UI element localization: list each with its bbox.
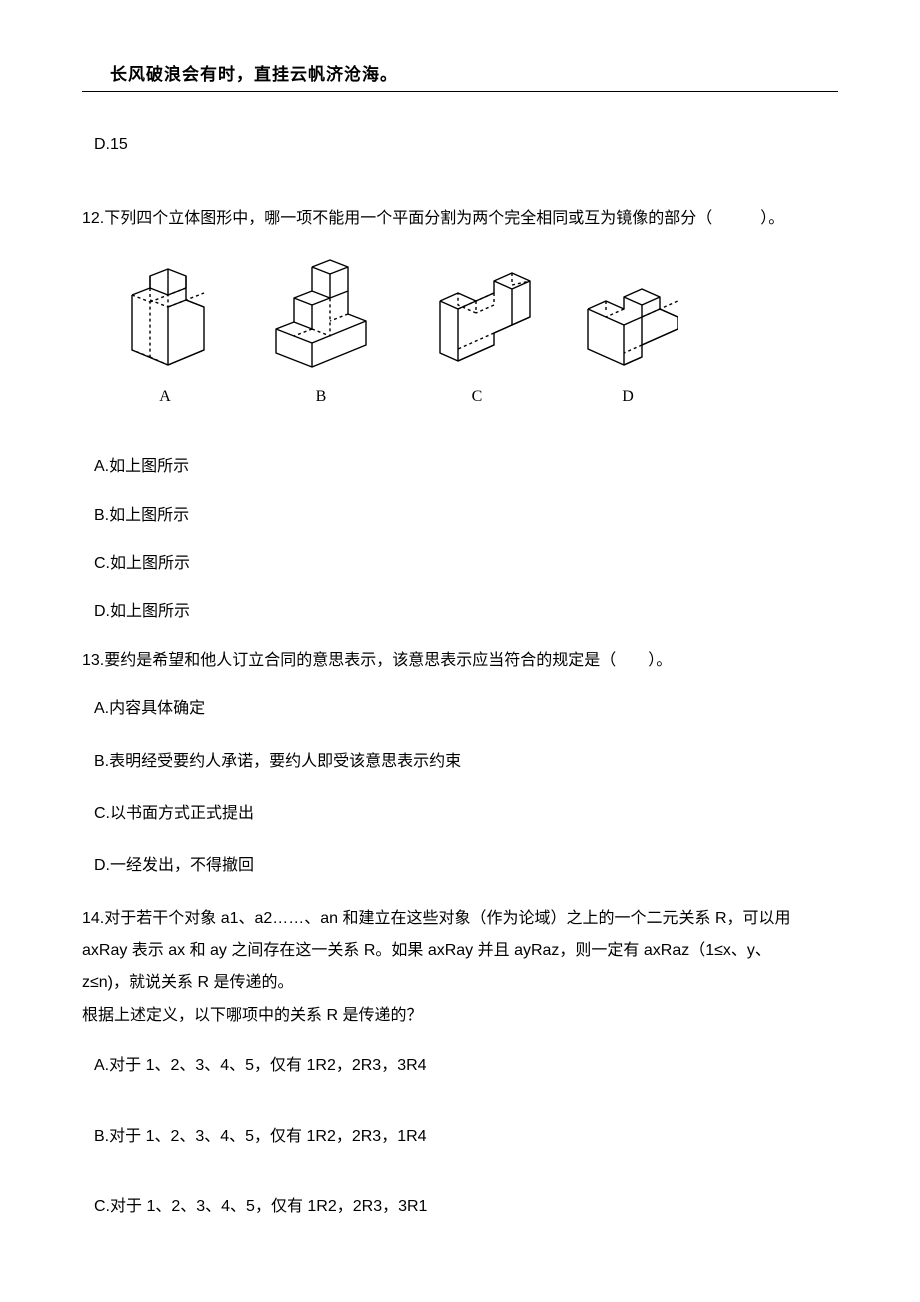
page-container: 长风破浪会有时，直挂云帆济沧海。 D.15 12.下列四个立体图形中，哪一项不能… (0, 0, 920, 1302)
q12-label-b: B (316, 382, 327, 412)
q12-label-d: D (622, 382, 634, 412)
solid-c-icon (422, 253, 532, 368)
header-motto: 长风破浪会有时，直挂云帆济沧海。 (82, 60, 838, 92)
q14-stem-line3: z≤n)，就说关系 R 是传递的。 (82, 968, 838, 998)
q13-option-c: C.以书面方式正式提出 (94, 799, 838, 829)
q13-stem: 13.要约是希望和他人订立合同的意思表示，该意思表示应当符合的规定是（ ）。 (82, 646, 838, 676)
q13-option-d: D.一经发出，不得撤回 (94, 851, 838, 881)
q12-option-c: C.如上图所示 (94, 549, 838, 579)
solid-d-icon (578, 253, 678, 368)
q14-stem-line4: 根据上述定义，以下哪项中的关系 R 是传递的？ (82, 1001, 838, 1031)
q12-figure-b: B (266, 253, 376, 412)
q14-option-c: C.对于 1、2、3、4、5，仅有 1R2，2R3，3R1 (94, 1192, 838, 1222)
body: D.15 12.下列四个立体图形中，哪一项不能用一个平面分割为两个完全相同或互为… (82, 130, 838, 1222)
q12-label-a: A (159, 382, 171, 412)
q11-option-d: D.15 (94, 130, 838, 160)
q14-stem-line2: axRay 表示 ax 和 ay 之间存在这一关系 R。如果 axRay 并且 … (82, 936, 838, 966)
q12-figure-d: D (578, 253, 678, 412)
solid-b-icon (266, 253, 376, 368)
q12-option-d: D.如上图所示 (94, 597, 838, 627)
q12-option-a: A.如上图所示 (94, 452, 838, 482)
q13-option-a: A.内容具体确定 (94, 694, 838, 724)
q14-stem-line1: 14.对于若干个对象 a1、a2……、an 和建立在这些对象（作为论域）之上的一… (82, 904, 838, 934)
q14-option-a: A.对于 1、2、3、4、5，仅有 1R2，2R3，3R4 (94, 1051, 838, 1081)
q12-stem: 12.下列四个立体图形中，哪一项不能用一个平面分割为两个完全相同或互为镜像的部分… (82, 204, 838, 234)
q13-option-b: B.表明经受要约人承诺，要约人即受该意思表示约束 (94, 747, 838, 777)
q12-figure-c: C (422, 253, 532, 412)
q12-label-c: C (472, 382, 483, 412)
q12-figure-a: A (110, 253, 220, 412)
solid-a-icon (110, 253, 220, 368)
q14-option-b: B.对于 1、2、3、4、5，仅有 1R2，2R3，1R4 (94, 1122, 838, 1152)
q12-figures-row: A (110, 253, 838, 412)
q12-option-b: B.如上图所示 (94, 501, 838, 531)
